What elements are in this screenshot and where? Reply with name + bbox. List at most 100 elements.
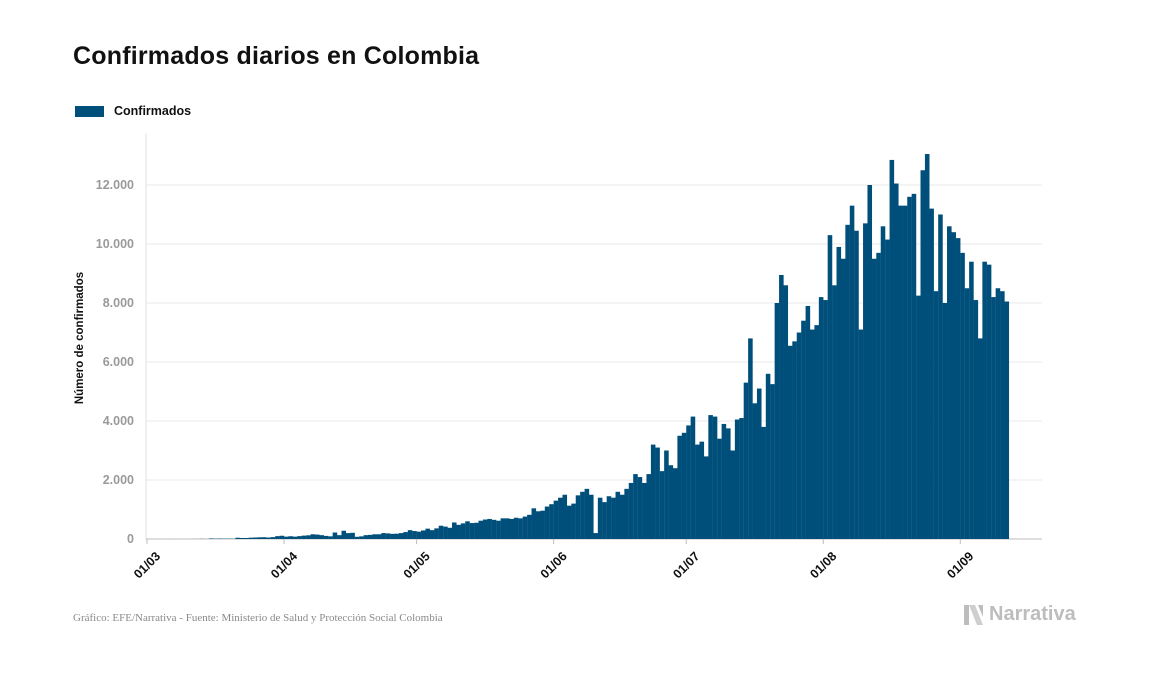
bar xyxy=(637,477,643,539)
bar xyxy=(368,534,373,539)
bar xyxy=(880,226,886,540)
bar xyxy=(456,524,461,539)
bar xyxy=(535,511,541,539)
bar xyxy=(929,208,934,539)
bar xyxy=(412,531,417,539)
bar xyxy=(372,534,377,539)
bar xyxy=(518,518,523,539)
bar xyxy=(522,516,528,539)
y-tick-label: 4.000 xyxy=(103,414,134,428)
bar xyxy=(650,444,656,539)
bar xyxy=(390,533,395,539)
bar xyxy=(783,285,789,539)
bar xyxy=(765,373,771,539)
legend: Confirmados xyxy=(75,104,191,118)
bar xyxy=(633,474,638,539)
bar xyxy=(792,341,797,539)
bar xyxy=(341,530,347,539)
bar xyxy=(774,303,780,539)
bar xyxy=(354,536,360,539)
bar xyxy=(659,471,665,539)
bar xyxy=(712,416,718,539)
bar xyxy=(986,264,992,539)
bar xyxy=(739,418,744,539)
bar xyxy=(646,474,652,539)
legend-label: Confirmados xyxy=(114,104,192,118)
bar xyxy=(602,502,607,540)
bar xyxy=(540,510,545,539)
bar xyxy=(893,183,899,539)
bar xyxy=(284,536,289,539)
bar xyxy=(832,285,837,539)
bar xyxy=(995,288,1001,539)
bar xyxy=(699,441,705,539)
bar xyxy=(376,534,382,539)
bar xyxy=(703,456,709,539)
bar xyxy=(239,537,245,539)
bar xyxy=(253,537,258,539)
bar xyxy=(270,537,276,539)
bar xyxy=(721,423,727,539)
x-tick-label: 01/03 xyxy=(131,549,163,581)
bar xyxy=(619,494,625,539)
bar xyxy=(306,535,311,539)
bar xyxy=(761,426,766,539)
bar xyxy=(628,482,634,539)
bar xyxy=(1004,301,1010,539)
x-tick-label: 01/07 xyxy=(670,549,702,581)
bar xyxy=(584,488,590,539)
bar xyxy=(496,520,501,539)
bar xyxy=(301,535,307,539)
bar xyxy=(429,530,435,539)
bar xyxy=(977,338,983,539)
bar xyxy=(840,258,846,539)
bar xyxy=(593,533,598,539)
y-tick-label: 0 xyxy=(127,532,134,546)
bar xyxy=(275,536,280,539)
bar xyxy=(818,297,824,539)
bar xyxy=(955,238,961,539)
bar xyxy=(695,444,700,539)
y-tick-label: 12.000 xyxy=(96,178,134,192)
bar xyxy=(867,185,873,539)
bar xyxy=(279,535,285,539)
bar xyxy=(478,520,484,539)
bar xyxy=(482,519,488,539)
bar xyxy=(810,329,815,539)
bar xyxy=(580,491,585,539)
bar xyxy=(558,497,563,539)
bar xyxy=(589,494,594,539)
bar xyxy=(416,531,422,540)
bar xyxy=(208,538,214,539)
x-tick-label: 01/04 xyxy=(268,549,300,581)
bar xyxy=(460,523,466,539)
bar xyxy=(328,536,333,539)
bar xyxy=(571,503,576,539)
bar xyxy=(690,416,696,539)
bar xyxy=(681,432,687,539)
bar xyxy=(350,532,355,539)
bar xyxy=(491,519,497,539)
bar xyxy=(244,537,249,539)
bar xyxy=(668,465,674,539)
bar xyxy=(474,522,479,539)
bar xyxy=(615,491,621,539)
bar xyxy=(951,232,957,539)
bar xyxy=(363,535,369,539)
bar xyxy=(266,537,271,539)
bar xyxy=(889,159,895,539)
bar xyxy=(708,415,713,539)
bar xyxy=(885,239,890,539)
x-tick-label: 01/05 xyxy=(401,549,433,581)
bar xyxy=(642,482,647,539)
bar xyxy=(566,505,572,539)
bar xyxy=(337,535,342,539)
bar xyxy=(527,514,532,539)
bar xyxy=(991,297,996,539)
bar xyxy=(314,534,320,539)
bar xyxy=(434,528,439,539)
bar xyxy=(756,388,762,539)
bar xyxy=(575,495,581,539)
bar xyxy=(451,522,457,539)
bar xyxy=(982,261,987,539)
